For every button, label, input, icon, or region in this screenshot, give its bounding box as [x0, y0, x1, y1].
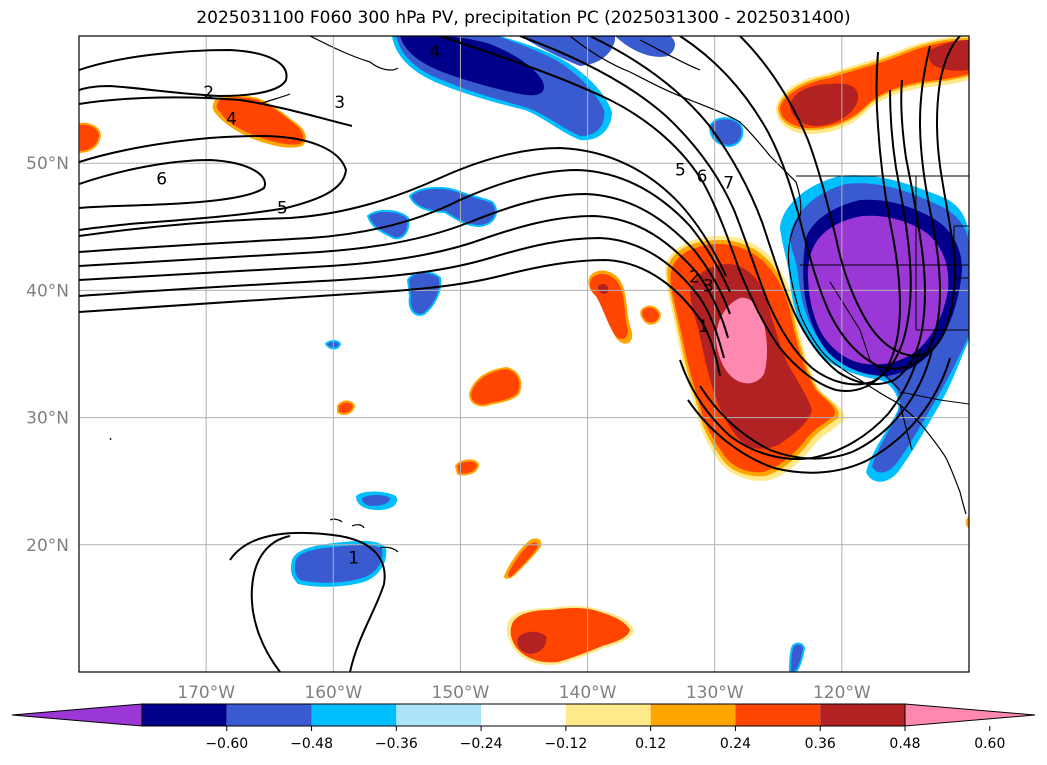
lon-tick-label: 150°W — [432, 683, 490, 703]
lon-tick-label: 120°W — [813, 683, 871, 703]
latitude-tick-labels: 20°N 30°N 40°N 50°N — [26, 154, 69, 556]
contour-label: 2 — [203, 83, 214, 103]
positive-anomaly-core-offshore — [716, 297, 767, 384]
contour-label: 1 — [348, 549, 359, 569]
contour-label: 5 — [675, 161, 686, 181]
pv-contours — [79, 36, 961, 672]
lon-tick-label: 130°W — [686, 683, 744, 703]
lat-tick-label: 20°N — [26, 536, 69, 556]
colorbar-label: −0.24 — [460, 736, 503, 752]
map-frame — [78, 35, 970, 673]
colorbar-extend-high — [904, 703, 1036, 727]
colorbar-label: 0.60 — [974, 736, 1005, 752]
contour-label: 7 — [723, 173, 734, 193]
colorbar-swatch — [311, 704, 397, 726]
lon-tick-label: 140°W — [559, 683, 617, 703]
contour-label: 6 — [156, 169, 167, 189]
colorbar-label: 0.36 — [805, 736, 836, 752]
colorbar-swatch — [735, 704, 821, 726]
colorbar-label: 0.48 — [889, 736, 920, 752]
colorbar-label: −0.48 — [290, 736, 333, 752]
contour-label: 4 — [430, 42, 441, 62]
lat-tick-label: 50°N — [26, 154, 69, 174]
colorbar-swatch — [650, 704, 736, 726]
colorbar-label: −0.60 — [205, 736, 248, 752]
colorbar-swatch — [481, 704, 566, 726]
colorbar: −0.60 −0.48 −0.36 −0.24 −0.12 0.12 0.24 0.36 0.4… — [11, 703, 1036, 752]
longitude-tick-labels: 170°W 160°W 150°W 140°W 130°W 120°W — [177, 683, 871, 703]
colorbar-swatch — [226, 704, 312, 726]
political-borders — [796, 175, 969, 405]
lon-tick-label: 170°W — [177, 683, 235, 703]
negative-anomaly-core-alaska — [400, 36, 544, 96]
colorbar-label: 0.24 — [720, 736, 751, 752]
lat-tick-label: 40°N — [26, 281, 69, 301]
colorbar-label: −0.12 — [544, 736, 587, 752]
graticule — [79, 36, 969, 672]
colorbar-extend-low — [11, 703, 143, 727]
contour-label: 2 — [689, 267, 700, 287]
colorbar-label: −0.36 — [375, 736, 418, 752]
map-title: 2025031100 F060 300 hPa PV, precipitatio… — [196, 8, 851, 28]
contour-label: 5 — [277, 199, 288, 219]
lon-tick-label: 160°W — [304, 683, 362, 703]
lat-tick-label: 30°N — [26, 409, 69, 429]
colorbar-swatch — [820, 704, 905, 726]
colorbar-label: 0.12 — [635, 736, 666, 752]
contour-label: 6 — [697, 167, 708, 187]
colorbar-frame — [141, 703, 906, 727]
contour-label: 4 — [226, 110, 237, 130]
contour-label: 3 — [703, 276, 714, 296]
colorbar-swatch — [396, 704, 482, 726]
contour-label: 3 — [334, 93, 345, 113]
colorbar-swatch — [142, 704, 227, 726]
contour-label: 1 — [698, 317, 709, 337]
colorbar-swatch — [565, 704, 651, 726]
